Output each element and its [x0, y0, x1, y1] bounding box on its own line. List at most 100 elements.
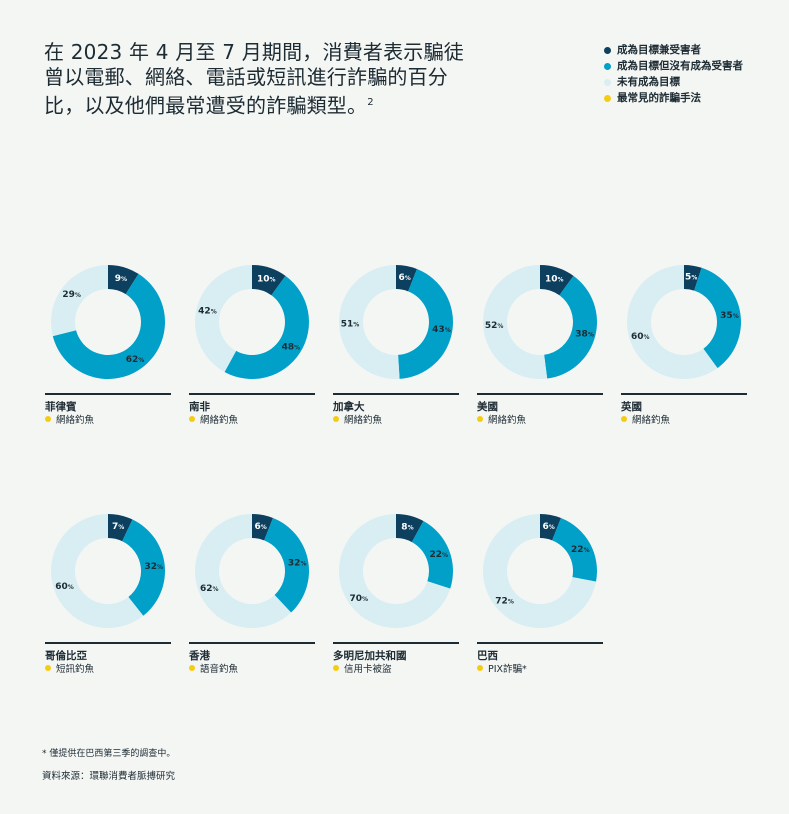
donut-svg: 9% 62% 29% [51, 265, 166, 379]
common-method-label: 網絡釣魚 [488, 415, 527, 426]
common-method: 網絡釣魚 [189, 412, 238, 426]
common-method: 網絡釣魚 [477, 412, 526, 426]
chart-divider [333, 642, 459, 644]
donut-value-label: 48% [282, 343, 301, 353]
title-footnote-ref: 2 [367, 97, 374, 108]
donut-value-label: 10% [257, 274, 276, 284]
country-label: 香港 [189, 650, 210, 662]
chart-divider [189, 393, 315, 395]
donut-value-label: 10% [545, 274, 564, 284]
common-method: 網絡釣魚 [45, 412, 94, 426]
common-method-label: PIX詐騙* [488, 664, 527, 675]
donut-slice-targeted [224, 275, 309, 379]
donut-slice-targeted [398, 269, 453, 379]
country-label: 南非 [189, 401, 210, 413]
donut-slice-not-targeted [51, 514, 144, 628]
common-method: 網絡釣魚 [333, 412, 382, 426]
common-method: 短訊釣魚 [45, 661, 94, 675]
donut-value-label: 8% [401, 522, 413, 532]
donut-value-label: 38% [575, 329, 594, 339]
donut-value-label: 7% [112, 522, 124, 532]
country-label: 加拿大 [333, 401, 365, 413]
common-method-label: 短訊釣魚 [56, 664, 95, 675]
donut-slice-targeted [552, 518, 597, 582]
donut-slice-targeted [122, 519, 165, 616]
donut-value-label: 52% [485, 321, 504, 331]
legend-label-common-method: 最常見的詐騙手法 [617, 92, 701, 104]
country-label: 菲律賓 [45, 401, 77, 413]
chart-title-text: 在 2023 年 4 月至 7 月期間，消費者表示騙徒曾以電郵、網絡、電話或短訊… [44, 40, 464, 118]
donut-svg: 5% 35% 60% [627, 265, 741, 379]
common-method: 網絡釣魚 [621, 412, 670, 426]
common-method-label: 網絡釣魚 [344, 415, 383, 426]
donut-slice-not-targeted [483, 514, 596, 628]
common-method-label: 信用卡被盜 [344, 664, 392, 675]
common-method-dot [45, 665, 51, 671]
source-note: 資料來源：環聯消費者脈搏研究 [42, 771, 176, 782]
donut-value-label: 62% [200, 584, 219, 594]
country-label: 巴西 [477, 650, 498, 662]
legend-dot-targeted [604, 62, 611, 70]
donut-chart: 5% 35% 60% 英國 網絡釣魚 [621, 263, 747, 426]
donut-slice-targeted [544, 275, 597, 379]
donut-value-label: 6% [254, 522, 266, 532]
donut-chart: 6% 43% 51% 加拿大網絡釣魚 [333, 263, 459, 426]
donut-slice-victim [252, 514, 273, 541]
country-label: 多明尼加共和國 [333, 650, 407, 662]
donut-svg: 6% 43% 51% [339, 265, 453, 379]
donut-value-label: 9% [115, 274, 127, 284]
legend: 成為目標兼受害者 成為目標但沒有成為受害者 未有成為目標 最常見的詐騙手法 [604, 42, 743, 106]
donut-value-label: 42% [198, 307, 217, 317]
donut-slice-targeted [52, 273, 166, 379]
common-method: 信用卡被盜 [333, 661, 392, 675]
legend-label-victim: 成為目標兼受害者 [617, 44, 701, 56]
donut-value-label: 29% [62, 290, 81, 300]
donut-value-label: 35% [720, 311, 739, 321]
donut-value-label: 70% [350, 594, 369, 604]
donut-slice-not-targeted [627, 265, 718, 379]
donut-value-label: 60% [55, 582, 74, 592]
chart-divider [333, 393, 459, 395]
donut-value-label: 32% [144, 562, 163, 572]
donut-slice-victim [108, 514, 133, 542]
donut-chart: 7% 32% 60% 哥倫比亞短訊釣魚 [45, 512, 171, 675]
donut-chart: 6% 22% 72% 巴西 PIX詐騙* [477, 512, 603, 675]
legend-label-targeted: 成為目標但沒有成為受害者 [617, 60, 743, 72]
common-method-dot [477, 416, 483, 422]
common-method-label: 網絡釣魚 [56, 415, 95, 426]
donut-slice-victim [684, 265, 702, 291]
common-method-label: 網絡釣魚 [632, 415, 671, 426]
donut-chart: 9% 62% 29% 菲律賓網絡釣魚 [45, 263, 171, 426]
legend-dot-not-targeted [604, 78, 611, 86]
donut-slice-targeted [264, 518, 309, 613]
common-method-dot [45, 416, 51, 422]
donut-svg: 6% 32% 62% [195, 514, 309, 628]
legend-item-targeted: 成為目標但沒有成為受害者 [604, 58, 743, 74]
chart-divider [189, 642, 315, 644]
legend-dot-common-method [604, 94, 611, 102]
country-label: 哥倫比亞 [45, 650, 87, 662]
chart-divider [477, 642, 603, 644]
common-method-dot [621, 416, 627, 422]
donut-svg: 8% 22% 70% [339, 514, 453, 628]
donut-slice-targeted [411, 521, 453, 589]
donut-value-label: 6% [398, 273, 410, 283]
donut-slice-victim [540, 265, 574, 296]
legend-label-not-targeted: 未有成為目標 [617, 76, 680, 88]
common-method-dot [333, 665, 339, 671]
donut-slice-victim [396, 514, 424, 543]
donut-chart: 10% 48% 42% 南非 網絡釣魚 [189, 263, 315, 426]
donut-slice-not-targeted [339, 514, 451, 628]
common-method-dot [189, 416, 195, 422]
chart-title: 在 2023 年 4 月至 7 月期間，消費者表示騙徒曾以電郵、網絡、電話或短訊… [44, 40, 484, 119]
country-label: 美國 [477, 401, 498, 413]
common-method-dot [333, 416, 339, 422]
donut-slice-victim [252, 265, 286, 296]
legend-dot-victim [604, 46, 611, 54]
common-method-dot [189, 665, 195, 671]
donut-slice-targeted [694, 267, 741, 369]
chart-divider [45, 393, 171, 395]
donut-value-label: 6% [542, 522, 554, 532]
donut-chart: 10% 38% 52% 美國網絡釣魚 [477, 263, 603, 426]
donut-slice-not-targeted [51, 265, 108, 337]
